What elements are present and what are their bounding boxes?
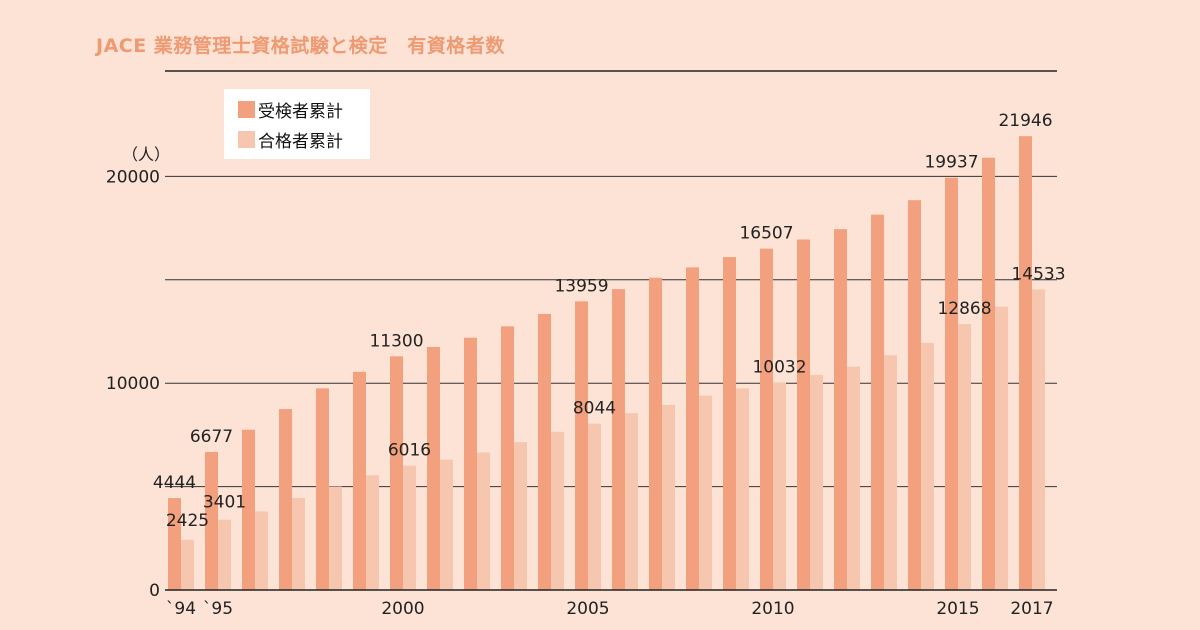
bar-examinees <box>649 277 662 590</box>
bar-passers <box>218 519 231 590</box>
data-label-passers: 6016 <box>388 441 431 461</box>
chart-title: JACE 業務管理士資格試験と検定 有資格者数 <box>96 35 505 57</box>
bar-examinees <box>575 301 588 590</box>
legend-item-examinees: 受検者累計 <box>238 97 343 122</box>
bar-passers <box>995 306 1008 590</box>
bar-passers <box>292 497 305 590</box>
bar-examinees <box>316 388 329 590</box>
bar-examinees <box>797 239 810 590</box>
bar-examinees <box>353 371 366 590</box>
bar-passers <box>810 374 823 590</box>
bar-passers <box>551 431 564 590</box>
y-tick-label: 0 <box>149 581 160 601</box>
bar-passers <box>403 465 416 590</box>
data-label-examinees: 4444 <box>153 473 196 493</box>
bar-passers <box>588 423 601 590</box>
bar-passers <box>884 355 897 590</box>
bar-passers <box>773 382 786 590</box>
bar-passers <box>329 486 342 590</box>
bar-examinees <box>427 347 440 590</box>
bar-passers <box>181 539 194 590</box>
bar-examinees <box>612 289 625 590</box>
bar-examinees <box>686 267 699 590</box>
bar-examinees <box>871 214 884 590</box>
bar-passers <box>958 323 971 590</box>
bar-passers <box>255 511 268 590</box>
data-label-passers: 14533 <box>1011 264 1065 284</box>
x-tick-label: 2015 <box>936 599 979 619</box>
data-label-examinees: 6677 <box>190 427 233 447</box>
bar-examinees <box>464 337 477 590</box>
bar-examinees <box>242 429 255 590</box>
legend-item-passers: 合格者累計 <box>238 127 343 152</box>
x-tick-label: 2000 <box>381 599 424 619</box>
data-label-examinees: 19937 <box>924 153 978 173</box>
bar-examinees <box>760 248 773 590</box>
x-tick-label: `95 <box>203 599 233 619</box>
bar-examinees <box>205 451 218 590</box>
bar-examinees <box>279 409 292 590</box>
x-tick-label: 2017 <box>1010 599 1053 619</box>
y-axis-unit-label: （人） <box>122 145 171 164</box>
data-label-passers: 12868 <box>937 299 991 319</box>
data-label-passers: 2425 <box>166 511 209 531</box>
legend: 受検者累計 合格者累計 <box>224 89 370 159</box>
y-tick-label: 10000 <box>106 374 160 394</box>
bar-examinees <box>908 200 921 590</box>
bar-examinees <box>834 229 847 590</box>
data-label-examinees: 16507 <box>739 224 793 244</box>
bar-passers <box>625 413 638 590</box>
data-label-examinees: 11300 <box>369 331 423 351</box>
data-label-examinees: 13959 <box>554 276 608 296</box>
bar-examinees <box>945 177 958 591</box>
legend-label-passers: 合格者累計 <box>258 131 343 152</box>
y-tick-label: 20000 <box>106 167 160 187</box>
bar-examinees <box>723 257 736 590</box>
bar-passers <box>366 475 379 590</box>
bar-passers <box>736 388 749 590</box>
bar-examinees <box>390 356 403 590</box>
data-label-passers: 3401 <box>203 493 246 513</box>
bar-passers <box>921 342 934 590</box>
x-tick-label: 2005 <box>566 599 609 619</box>
bar-passers <box>1032 289 1045 590</box>
bar-passers <box>440 459 453 590</box>
bar-passers <box>699 395 712 590</box>
x-tick-label: `94 <box>166 599 196 619</box>
bar-passers <box>662 404 675 590</box>
legend-swatch-examinees <box>238 100 255 118</box>
data-label-passers: 8044 <box>573 399 616 419</box>
bar-examinees <box>538 313 551 590</box>
x-tick-label: 2010 <box>751 599 794 619</box>
bar-examinees <box>501 326 514 590</box>
legend-swatch-passers <box>238 130 255 148</box>
bar-passers <box>514 442 527 590</box>
bar-passers <box>477 452 490 590</box>
bar-examinees <box>982 157 995 590</box>
legend-label-examinees: 受検者累計 <box>258 101 343 122</box>
bar-examinees <box>1019 136 1032 590</box>
data-label-passers: 10032 <box>752 358 806 378</box>
bar-examinees <box>168 498 181 590</box>
data-label-examinees: 21946 <box>998 111 1052 131</box>
bar-passers <box>847 366 860 590</box>
